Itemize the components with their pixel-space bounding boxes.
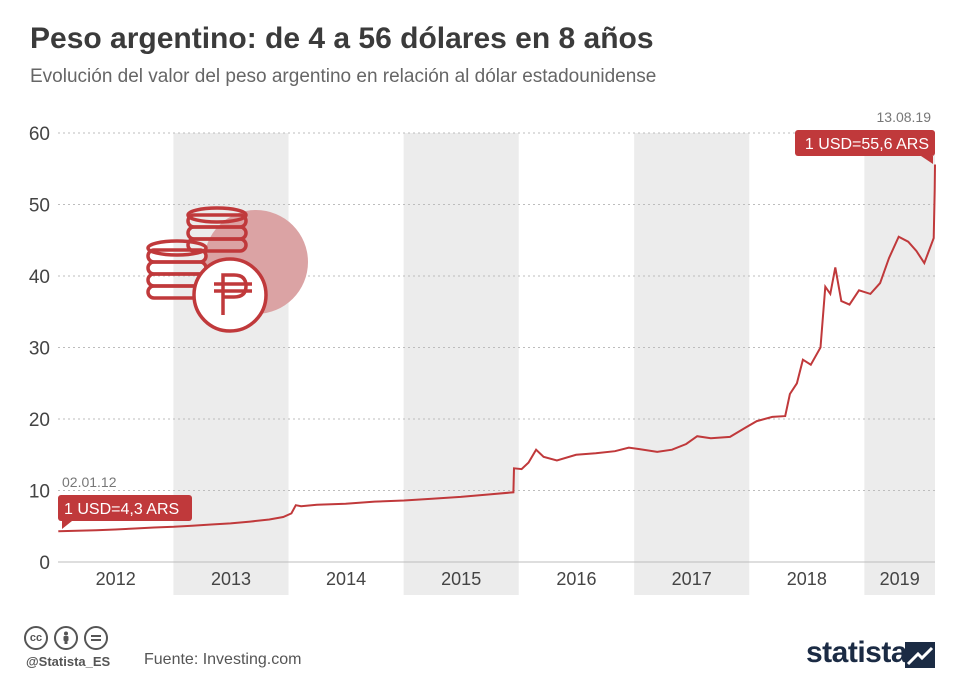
x-tick-label-2015: 2015 [441,569,481,589]
series-line [58,164,936,533]
x-tick-label-2016: 2016 [556,569,596,589]
by-icon[interactable] [54,626,78,650]
cc-icon[interactable]: cc [24,626,48,650]
source-note: Fuente: Investing.com [144,651,302,668]
x-tick-label-2012: 2012 [96,569,136,589]
y-tick-label-50: 50 [29,196,50,217]
statista-logo[interactable]: statista [806,636,908,669]
year-band-2017 [634,133,750,595]
y-tick-label-10: 10 [29,482,50,503]
y-tick-label-40: 40 [29,267,50,288]
y-tick-label-0: 0 [39,553,50,574]
statista-logo-mark-icon [905,642,935,668]
x-tick-label-2018: 2018 [787,569,827,589]
line-chart: 0 10 20 30 40 50 60 2012 2013 2014 2015 2016 2017 201… [29,109,936,595]
annotation-box-2 [795,130,935,156]
annotation-pointer-2 [921,156,933,164]
chart-title: Peso argentino: de 4 a 56 dólares en 8 a… [30,22,654,55]
chart-subtitle: Evolución del valor del peso argentino e… [30,66,657,87]
annotation-date-1: 02.01.12 [62,474,117,490]
x-tick-label-2013: 2013 [211,569,251,589]
annotation-box-1 [58,495,192,521]
y-tick-label-30: 30 [29,339,50,360]
x-tick-label-2017: 2017 [672,569,712,589]
annotation-pointer-1 [62,521,72,529]
twitter-handle[interactable]: @Statista_ES [26,654,111,669]
y-tick-label-60: 60 [29,124,50,145]
coins-peso-icon [146,206,308,333]
annotation-label-2: 1 USD=55,6 ARS [805,136,929,153]
annotation-label-1: 1 USD=4,3 ARS [64,501,179,518]
annotation-date-2: 13.08.19 [877,109,932,125]
x-tick-label-2019: 2019 [880,569,920,589]
nd-icon[interactable] [84,626,108,650]
y-tick-label-20: 20 [29,410,50,431]
license-icons: cc [24,626,108,650]
year-band-2015 [403,133,519,595]
x-tick-label-2014: 2014 [326,569,366,589]
year-band-2019 [864,133,935,595]
